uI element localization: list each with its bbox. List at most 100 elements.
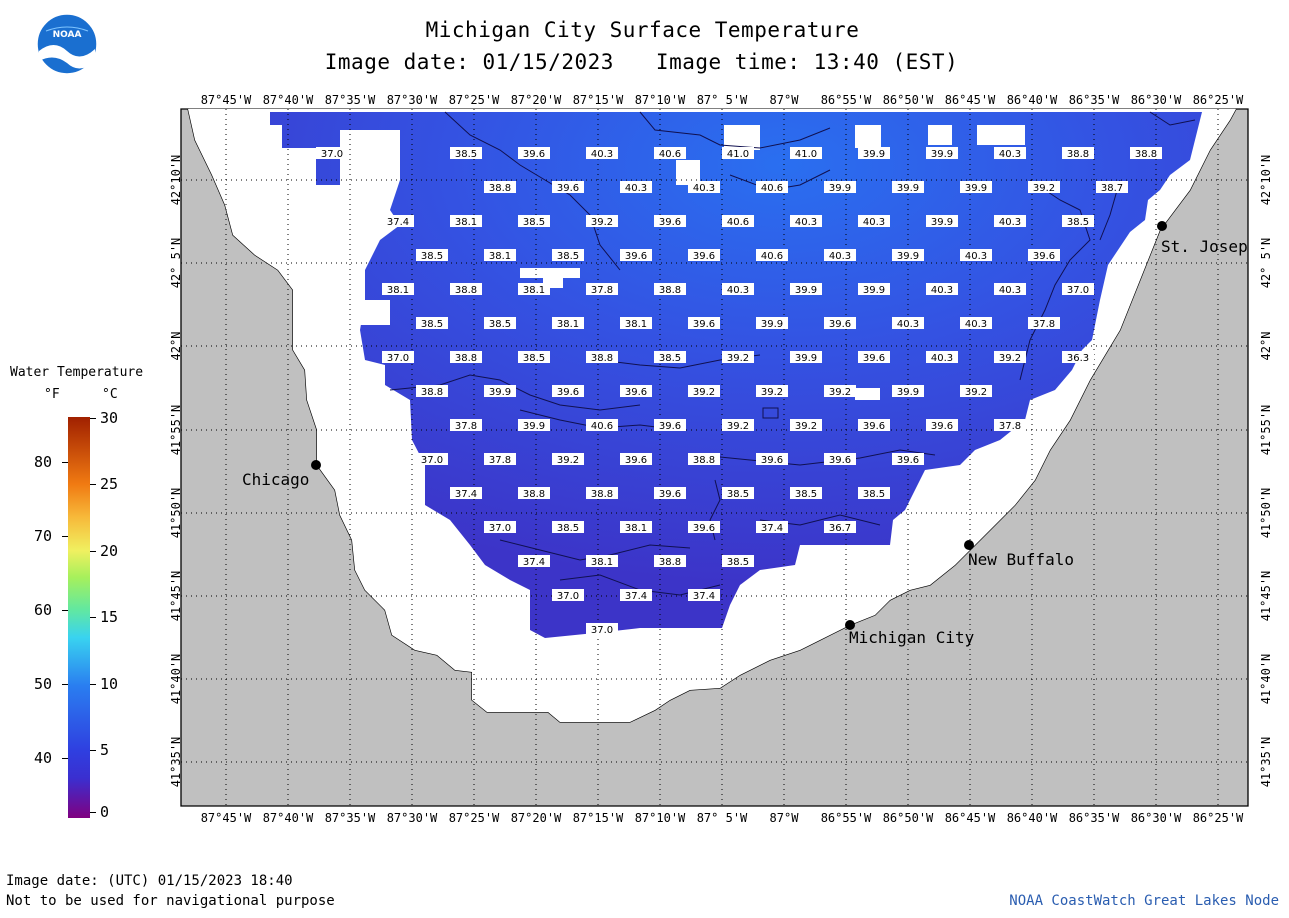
legend-tickmark-c bbox=[90, 812, 96, 813]
temperature-value: 37.0 bbox=[321, 149, 343, 160]
value-label-bg bbox=[450, 419, 482, 431]
temperature-value: 37.0 bbox=[421, 455, 443, 466]
temperature-value: 37.0 bbox=[387, 353, 409, 364]
legend-tick-c: 10 bbox=[100, 675, 119, 693]
lat-label: 42° 5'N bbox=[169, 238, 183, 289]
image-datetime: Image date: 01/15/2023 Image time: 13:40 … bbox=[0, 50, 1286, 74]
latitude-labels-right: 42°10'N 42° 5'N 42°N 41°55'N 41°50'N 41°45'N 4… bbox=[1259, 155, 1273, 788]
credit-link[interactable]: NOAA CoastWatch Great Lakes Node bbox=[1009, 893, 1279, 909]
temperature-value: 39.6 bbox=[863, 353, 885, 364]
temperature-value: 37.0 bbox=[591, 625, 613, 636]
temperature-field bbox=[270, 112, 1202, 638]
value-label-bg bbox=[960, 181, 992, 193]
legend-tickmark-f bbox=[62, 610, 68, 611]
value-label-bg bbox=[892, 181, 924, 193]
temperature-value: 40.3 bbox=[693, 183, 715, 194]
temperature-value: 37.4 bbox=[625, 591, 647, 602]
lon-label: 86°45'W bbox=[945, 811, 996, 825]
temperature-value: 39.9 bbox=[931, 149, 953, 160]
value-label-bg bbox=[892, 249, 924, 261]
lon-label: 86°55'W bbox=[821, 811, 872, 825]
value-label-bg bbox=[1062, 215, 1094, 227]
lat-label: 42°10'N bbox=[169, 155, 183, 206]
temperature-value: 40.6 bbox=[591, 421, 613, 432]
lon-label: 86°35'W bbox=[1069, 93, 1120, 107]
value-label-bg bbox=[824, 521, 856, 533]
map-title: Michigan City Surface Temperature bbox=[425, 18, 860, 42]
lon-label: 86°55'W bbox=[821, 93, 872, 107]
lon-label: 87°40'W bbox=[263, 93, 314, 107]
value-label-bg bbox=[994, 351, 1026, 363]
lon-label: 87°W bbox=[770, 811, 800, 825]
temperature-value: 40.3 bbox=[931, 285, 953, 296]
temperature-value: 40.6 bbox=[761, 183, 783, 194]
value-label-bg bbox=[586, 147, 618, 159]
legend-tickmark-c bbox=[90, 551, 96, 552]
lon-label: 86°25'W bbox=[1193, 93, 1244, 107]
value-label-bg bbox=[858, 351, 890, 363]
lon-label: 86°45'W bbox=[945, 93, 996, 107]
value-label-bg bbox=[316, 147, 348, 159]
image-time: Image time: 13:40 (EST) bbox=[655, 50, 959, 74]
temperature-value: 38.1 bbox=[625, 523, 647, 534]
value-label-bg bbox=[824, 385, 856, 397]
value-label-bg bbox=[484, 453, 516, 465]
temperature-value: 38.8 bbox=[1135, 149, 1157, 160]
value-label-bg bbox=[484, 181, 516, 193]
value-label-bg bbox=[450, 147, 482, 159]
temperature-value: 38.8 bbox=[455, 353, 477, 364]
value-label-bg bbox=[1028, 317, 1060, 329]
temperature-value: 38.1 bbox=[523, 285, 545, 296]
value-label-bg bbox=[552, 249, 584, 261]
temperature-value: 39.2 bbox=[761, 387, 783, 398]
value-label-bg bbox=[586, 419, 618, 431]
graticule bbox=[181, 109, 1248, 806]
temperature-value: 39.6 bbox=[659, 489, 681, 500]
value-label-bg bbox=[926, 351, 958, 363]
temperature-value: 39.9 bbox=[897, 251, 919, 262]
chicago-marker bbox=[311, 460, 321, 470]
temperature-value: 39.6 bbox=[659, 217, 681, 228]
longitude-labels-bottom: 87°45'W 87°40'W 87°35'W 87°30'W 87°25'W 87°20… bbox=[201, 811, 1244, 825]
temperature-value: 37.0 bbox=[489, 523, 511, 534]
temperature-value: 39.9 bbox=[965, 183, 987, 194]
lat-label: 41°45'N bbox=[1259, 571, 1273, 622]
temperature-value: 39.9 bbox=[795, 353, 817, 364]
lon-label: 87°35'W bbox=[325, 93, 376, 107]
value-label-bg bbox=[790, 487, 822, 499]
temperature-value: 37.4 bbox=[455, 489, 477, 500]
lat-label: 42°N bbox=[169, 332, 183, 361]
value-label-bg bbox=[926, 283, 958, 295]
temperature-value: 39.6 bbox=[863, 421, 885, 432]
value-label-bg bbox=[994, 419, 1026, 431]
value-label-bg bbox=[688, 249, 720, 261]
temperature-value: 39.2 bbox=[727, 353, 749, 364]
temperature-value: 40.6 bbox=[761, 251, 783, 262]
value-label-bg bbox=[654, 215, 686, 227]
value-label-bg bbox=[654, 351, 686, 363]
legend-tick-f: 80 bbox=[34, 453, 53, 471]
temperature-value: 38.5 bbox=[523, 353, 545, 364]
value-label-bg bbox=[654, 283, 686, 295]
temperature-value: 39.9 bbox=[489, 387, 511, 398]
temperature-value: 38.7 bbox=[1101, 183, 1123, 194]
temperature-value: 39.6 bbox=[625, 387, 647, 398]
lon-label: 87°25'W bbox=[449, 811, 500, 825]
lon-label: 87°25'W bbox=[449, 93, 500, 107]
temperature-value: 41.0 bbox=[795, 149, 817, 160]
temperature-value: 39.2 bbox=[727, 421, 749, 432]
legend-tickmark-f bbox=[62, 758, 68, 759]
value-label-bg bbox=[722, 215, 754, 227]
temperature-value: 38.5 bbox=[421, 251, 443, 262]
temperature-value: 37.4 bbox=[693, 591, 715, 602]
temperature-value: 37.8 bbox=[489, 455, 511, 466]
temperature-value: 38.5 bbox=[727, 489, 749, 500]
temperature-value: 38.5 bbox=[557, 523, 579, 534]
temperature-value: 38.8 bbox=[523, 489, 545, 500]
value-label-bg bbox=[552, 521, 584, 533]
value-label-bg bbox=[620, 453, 652, 465]
legend-tick-c: 20 bbox=[100, 542, 119, 560]
temperature-value: 38.5 bbox=[523, 217, 545, 228]
value-label-bg bbox=[484, 385, 516, 397]
value-label-bg bbox=[518, 351, 550, 363]
